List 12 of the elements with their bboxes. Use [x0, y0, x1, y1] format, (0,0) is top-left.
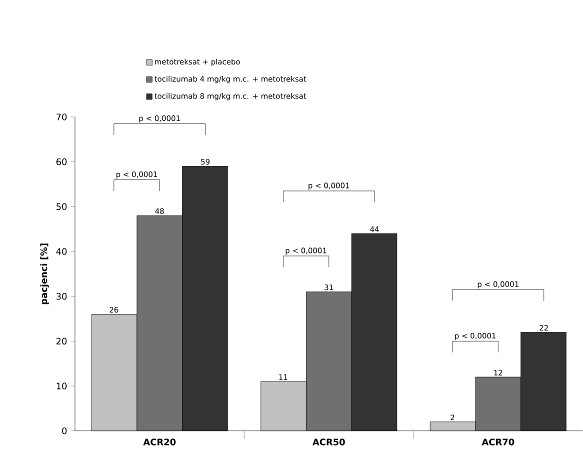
- y-tick-label: 0: [62, 428, 67, 434]
- y-tick-label: 40: [56, 248, 67, 255]
- y-tick-label: 60: [56, 158, 67, 166]
- x-tick-label: ACR70: [482, 438, 514, 446]
- x-tick-label: ACR50: [312, 438, 345, 446]
- y-tick-label: 50: [56, 203, 67, 210]
- x-tick-label: ACR20: [143, 438, 176, 446]
- y-axis-title: pacjenci [%]: [40, 244, 49, 304]
- y-tick-label: 30: [56, 293, 67, 300]
- y-tick-label: 10: [56, 382, 67, 390]
- y-tick-label: 70: [56, 114, 67, 120]
- y-tick-label: 20: [56, 338, 67, 345]
